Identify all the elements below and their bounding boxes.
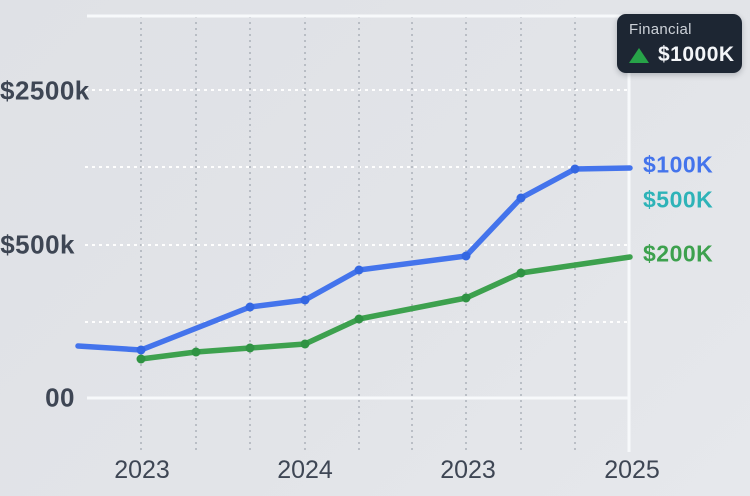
tooltip-title: Financial bbox=[629, 21, 692, 38]
chart-tooltip: Financial $1000K bbox=[617, 14, 742, 73]
series-end-label-blue: $100K bbox=[643, 151, 714, 178]
series-end-label-green: $200K bbox=[643, 240, 714, 267]
y-axis-tick-label: $2500k bbox=[0, 75, 90, 106]
x-axis-tick-label: 2025 bbox=[604, 456, 660, 484]
x-axis-tick-label: 2023 bbox=[114, 456, 170, 484]
x-axis-tick-label: 2024 bbox=[277, 456, 333, 484]
y-axis-tick-label: $500k bbox=[0, 229, 75, 260]
tooltip-value: $1000K bbox=[658, 43, 735, 66]
y-axis-tick-label: 00 bbox=[45, 382, 75, 413]
x-axis-tick-label: 2023 bbox=[440, 456, 496, 484]
tooltip-value-row: $1000K bbox=[629, 43, 742, 67]
up-triangle-icon bbox=[629, 47, 649, 63]
series-end-label-teal: $500K bbox=[643, 186, 714, 213]
